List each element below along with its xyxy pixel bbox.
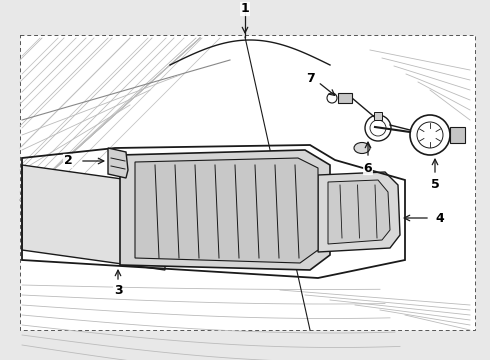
Bar — [374, 112, 382, 120]
Text: 6: 6 — [364, 162, 372, 175]
Polygon shape — [318, 172, 400, 252]
Ellipse shape — [354, 143, 370, 153]
Text: 7: 7 — [306, 72, 315, 85]
Text: 2: 2 — [64, 154, 73, 167]
Polygon shape — [135, 158, 318, 263]
Text: 5: 5 — [431, 179, 440, 192]
Bar — [450, 127, 465, 143]
Polygon shape — [120, 150, 330, 270]
Text: 1: 1 — [241, 3, 249, 15]
Polygon shape — [22, 165, 165, 270]
Text: 3: 3 — [114, 284, 122, 297]
Bar — [338, 93, 352, 103]
Text: 4: 4 — [436, 211, 444, 225]
Bar — [20, 35, 475, 330]
Polygon shape — [108, 148, 128, 178]
Polygon shape — [328, 180, 390, 244]
